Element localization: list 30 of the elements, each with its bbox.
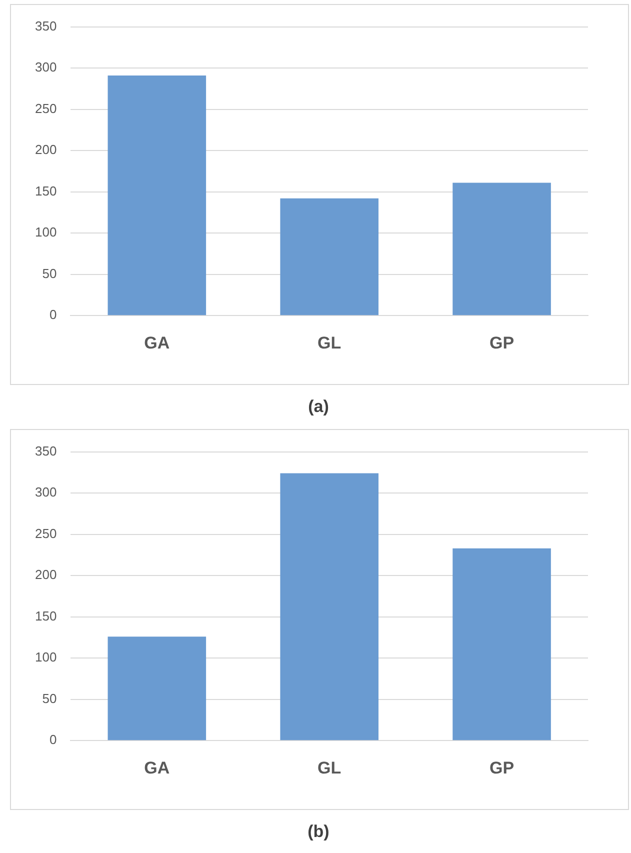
text: (a) bbox=[307, 397, 330, 417]
y-tick-label: 150 bbox=[34, 183, 57, 198]
y-tick-label: 150 bbox=[34, 608, 57, 624]
bar bbox=[452, 182, 551, 316]
bar bbox=[280, 198, 378, 316]
y-tick-label: 50 bbox=[42, 690, 57, 706]
y-tick-label: 100 bbox=[34, 224, 57, 240]
x-tick-label: GA bbox=[144, 758, 170, 778]
y-tick-label: 300 bbox=[34, 484, 57, 500]
y-tick-label: 350 bbox=[34, 443, 57, 458]
y-tick-label: 250 bbox=[34, 526, 57, 541]
bar bbox=[452, 548, 551, 740]
y-tick-label: 50 bbox=[42, 266, 57, 281]
y-tick-label: 0 bbox=[49, 307, 57, 322]
y-tick-label: 200 bbox=[34, 567, 57, 582]
y-tick-label: 100 bbox=[34, 650, 57, 665]
bar bbox=[108, 636, 206, 740]
y-tick-label: 0 bbox=[49, 732, 57, 748]
x-tick-label: GP bbox=[490, 333, 514, 352]
bar bbox=[280, 473, 378, 740]
bar bbox=[108, 75, 206, 316]
x-tick-label: GA bbox=[144, 333, 170, 352]
x-tick-label: GL bbox=[318, 758, 342, 778]
text: (b) bbox=[306, 822, 330, 842]
y-tick-label: 250 bbox=[34, 100, 57, 116]
x-tick-label: GP bbox=[490, 758, 514, 778]
x-tick-label: GL bbox=[318, 333, 342, 352]
y-tick-label: 300 bbox=[34, 60, 57, 75]
y-tick-label: 350 bbox=[34, 18, 57, 34]
y-tick-label: 200 bbox=[34, 142, 57, 158]
